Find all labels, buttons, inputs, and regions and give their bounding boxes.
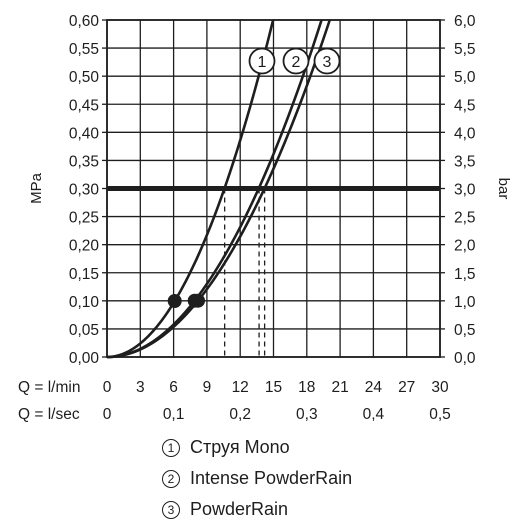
y-tick-label-left: 0,50 bbox=[69, 69, 100, 86]
y-tick-label-left: 0,10 bbox=[69, 294, 100, 311]
y-tick-label-right: 2,5 bbox=[454, 210, 476, 227]
curve-marker-2 bbox=[282, 47, 310, 75]
x-tick-label-lmin: 18 bbox=[298, 379, 315, 396]
y-tick-label-left: 0,45 bbox=[69, 97, 99, 114]
y-tick-label-right: 6,0 bbox=[454, 13, 476, 30]
legend-item-3: 3 PowderRain bbox=[162, 494, 352, 525]
x-tick-label-lmin: 6 bbox=[169, 379, 178, 396]
x-tick-label-lmin: 21 bbox=[331, 379, 348, 396]
legend-number-2: 2 bbox=[162, 469, 180, 488]
y-tick-label-left: 0,40 bbox=[69, 125, 100, 142]
x-axis-label-lsec: Q = l/sec bbox=[18, 406, 80, 423]
y-tick-label-right: 0,5 bbox=[454, 322, 476, 339]
x-tick-label-lsec: 0,4 bbox=[363, 406, 385, 423]
x-tick-label-lsec: 0,3 bbox=[296, 406, 318, 423]
y-tick-label-right: 1,5 bbox=[454, 266, 476, 283]
y-tick-label-right: 3,0 bbox=[454, 182, 476, 199]
y-tick-label-right: 5,0 bbox=[454, 69, 476, 86]
plot-frame bbox=[106, 19, 441, 358]
y-tick-label-left: 0,25 bbox=[69, 210, 99, 227]
operating-point-1 bbox=[167, 294, 182, 309]
y-tick-label-right: 4,5 bbox=[454, 97, 476, 114]
legend-item-1: 1 Струя Mono bbox=[162, 432, 352, 463]
legend-item-2: 2 Intense PowderRain bbox=[162, 463, 352, 494]
y-tick-label-right: 2,0 bbox=[454, 238, 476, 255]
x-tick-label-lsec: 0,2 bbox=[229, 406, 251, 423]
y-tick-label-right: 0,0 bbox=[454, 350, 476, 367]
y-tick-label-left: 0,00 bbox=[69, 350, 100, 367]
legend-label-2: Intense PowderRain bbox=[190, 468, 353, 488]
x-tick-label-lmin: 9 bbox=[203, 379, 212, 396]
operating-point-3 bbox=[191, 293, 206, 308]
y-axis-label-left: MPa bbox=[28, 172, 45, 204]
series-curve-3 bbox=[106, 19, 331, 359]
y-tick-label-left: 0,05 bbox=[69, 322, 99, 339]
y-tick-label-left: 0,20 bbox=[69, 238, 100, 255]
legend-label-3: PowderRain bbox=[190, 499, 289, 519]
x-tick-label-lmin: 24 bbox=[365, 379, 383, 396]
curve-marker-3 bbox=[313, 47, 341, 75]
y-tick-label-left: 0,30 bbox=[69, 182, 100, 199]
y-tick-label-left: 0,60 bbox=[69, 13, 100, 30]
curve-marker-1 bbox=[248, 47, 276, 75]
x-tick-label-lsec: 0,5 bbox=[429, 406, 451, 423]
y-tick-label-right: 4,0 bbox=[454, 125, 476, 142]
y-tick-label-right: 3,5 bbox=[454, 153, 476, 170]
curve-marker-label-3: 3 bbox=[323, 54, 332, 71]
legend-label-1: Струя Mono bbox=[190, 437, 290, 457]
series-curve-1 bbox=[106, 19, 275, 359]
x-tick-label-lmin: 3 bbox=[136, 379, 145, 396]
x-tick-label-lmin: 15 bbox=[265, 379, 282, 396]
pressure-flow-chart: 0,00 0,00,05 0,50,10 1,00,15 1,50,20 2,00,25 2… bbox=[18, 13, 512, 423]
x-axis-label-lmin: Q = l/min bbox=[18, 379, 80, 396]
legend-number-1: 1 bbox=[162, 438, 180, 457]
x-tick-label-lmin: 0 bbox=[103, 379, 112, 396]
legend: 1 Струя Mono 2 Intense PowderRain 3 Powd… bbox=[162, 432, 352, 525]
y-tick-label-right: 1,0 bbox=[454, 294, 476, 311]
x-tick-label-lsec: 0,1 bbox=[163, 406, 185, 423]
x-tick-label-lmin: 30 bbox=[431, 379, 449, 396]
y-tick-label-left: 0,15 bbox=[69, 266, 99, 283]
legend-number-3: 3 bbox=[162, 500, 180, 519]
curve-marker-label-2: 2 bbox=[292, 54, 301, 71]
x-tick-label-lmin: 27 bbox=[398, 379, 415, 396]
y-tick-label-left: 0,55 bbox=[69, 41, 99, 58]
y-tick-label-left: 0,35 bbox=[69, 153, 99, 170]
x-tick-label-lsec: 0 bbox=[103, 406, 112, 423]
y-axis-label-right: bar bbox=[495, 178, 512, 200]
y-tick-label-right: 5,5 bbox=[454, 41, 476, 58]
curve-marker-label-1: 1 bbox=[258, 54, 267, 71]
x-tick-label-lmin: 12 bbox=[232, 379, 249, 396]
